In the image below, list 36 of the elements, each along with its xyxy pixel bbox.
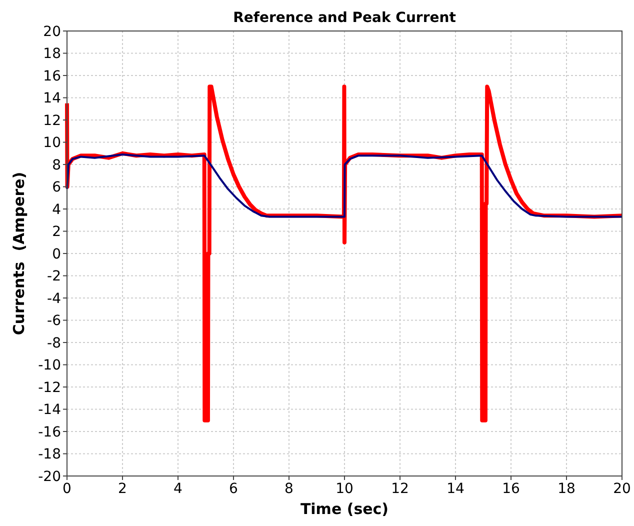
y-tick-label: -20 (38, 468, 61, 485)
y-tick-label: 4 (52, 202, 62, 218)
y-tick-label: 16 (43, 68, 62, 84)
x-tick-label: 12 (391, 481, 409, 497)
y-tick-label: 0 (52, 246, 61, 262)
x-tick-label: 0 (62, 481, 72, 497)
y-tick-label: 8 (52, 157, 61, 174)
x-tick-label: 6 (229, 481, 238, 497)
x-tick-label: 18 (558, 481, 576, 497)
y-tick-label: 12 (43, 112, 61, 129)
line-series (66, 153, 623, 218)
y-tick-label: 2 (52, 224, 61, 240)
x-tick-label: 20 (613, 481, 631, 497)
x-tick-label: 14 (446, 481, 464, 497)
y-tick-label: -6 (47, 313, 62, 330)
x-tick-label: 4 (174, 481, 183, 497)
y-tick-label: 14 (43, 90, 62, 107)
y-tick-label: -18 (38, 446, 61, 463)
y-tick-label: -16 (38, 424, 62, 440)
chart-title: Reference and Peak Current (233, 10, 456, 26)
x-tick-label: 2 (118, 481, 127, 497)
y-tick-label: -2 (47, 268, 61, 285)
x-tick-label: 8 (284, 481, 294, 497)
y-axis-title: Currents (Ampere) (10, 172, 28, 336)
y-tick-label: 6 (52, 180, 62, 196)
y-tick-label: 20 (43, 24, 61, 40)
x-tick-label: 16 (502, 481, 520, 497)
x-axis-title: Time (sec) (300, 500, 389, 518)
y-tick-label: 10 (43, 135, 61, 152)
y-tick-label: -14 (38, 402, 62, 418)
y-tick-label: 18 (43, 46, 61, 62)
y-tick-label: -12 (38, 380, 61, 396)
y-tick-label: -4 (47, 290, 62, 307)
y-tick-label: -10 (38, 358, 61, 374)
x-tick-label: 10 (336, 481, 354, 497)
y-tick-label: -8 (47, 335, 61, 352)
